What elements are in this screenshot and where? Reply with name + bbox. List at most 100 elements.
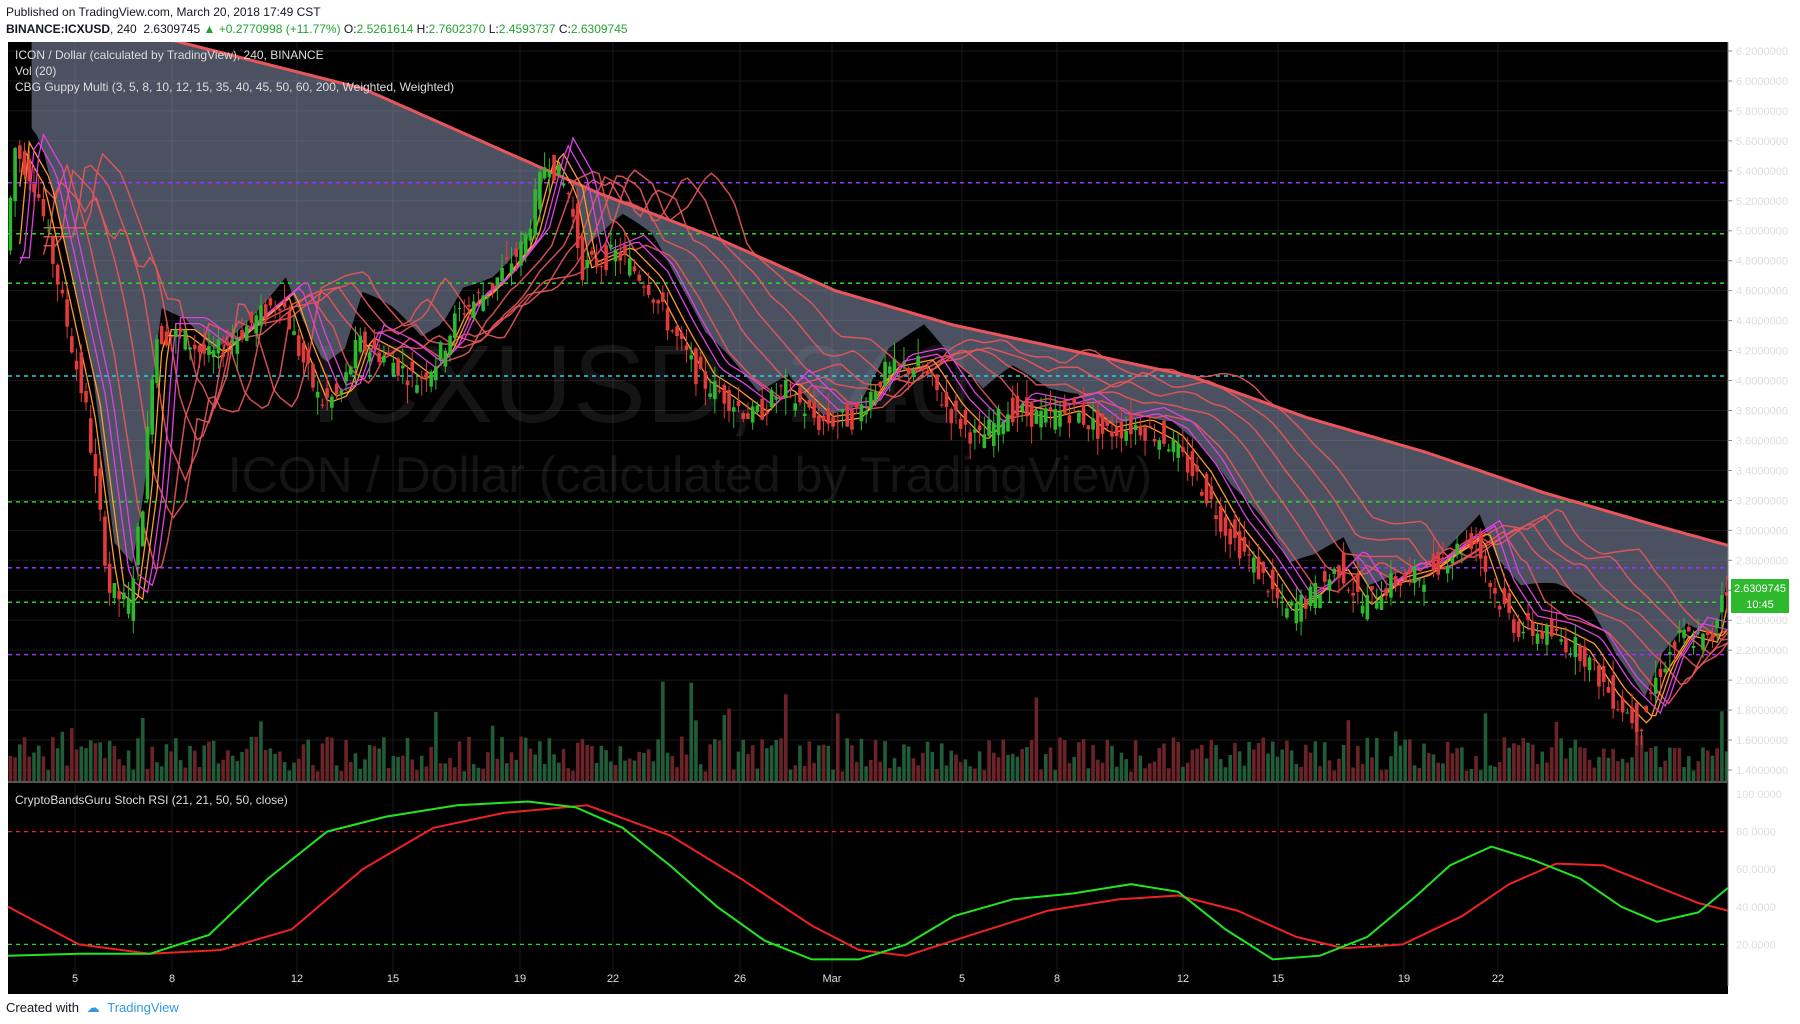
time-axis-label: 22: [607, 973, 619, 985]
candle-body: [1062, 400, 1067, 414]
volume-bar: [65, 765, 69, 782]
volume-bar: [1516, 744, 1521, 782]
candle-body: [315, 391, 320, 398]
volume-bar: [703, 771, 708, 782]
volume-bar: [902, 744, 906, 782]
candle-body: [1374, 602, 1379, 609]
volume-bar: [1568, 747, 1573, 782]
candle-body: [1058, 411, 1062, 427]
candle-body: [1715, 620, 1719, 628]
volume-bar: [1724, 751, 1729, 782]
candle-body: [954, 400, 958, 410]
candle-body: [51, 237, 55, 264]
footer-brand[interactable]: TradingView: [107, 1000, 179, 1015]
volume-bar: [348, 762, 353, 782]
price-axis[interactable]: 6.2000000 6.0000000 5.8000000 5.6000000 5.40…: [1727, 42, 1788, 986]
candle-body: [155, 339, 159, 383]
candle-body: [887, 366, 892, 374]
candle-body: [987, 419, 991, 436]
candle-body: [55, 264, 60, 285]
volume-bar: [533, 754, 537, 782]
volume-bar: [1398, 745, 1403, 782]
candle-body: [8, 197, 13, 251]
candle-body: [1512, 619, 1516, 633]
candle-body: [1370, 586, 1374, 590]
volume-bar: [1634, 731, 1639, 782]
candle-body: [538, 172, 542, 210]
volume-bar: [1001, 739, 1006, 782]
volume-bar: [1114, 766, 1119, 782]
volume-bar: [1549, 747, 1554, 782]
candle-body: [1332, 568, 1337, 574]
candle-body: [793, 403, 798, 411]
volume-bar: [1436, 762, 1441, 782]
candle-body: [1195, 465, 1199, 472]
candle-body: [713, 381, 717, 400]
candle-body: [311, 363, 315, 388]
candle-body: [65, 299, 69, 327]
candle-body: [1077, 412, 1081, 423]
candle-body: [878, 381, 883, 388]
volume-bar: [1337, 758, 1341, 782]
candle-body: [528, 228, 533, 241]
volume-bar: [944, 765, 949, 782]
candle-body: [623, 244, 627, 255]
time-axis-label: Mar: [823, 973, 842, 985]
volume-bar: [46, 770, 50, 782]
volume-bar: [802, 765, 807, 782]
candle-body: [400, 365, 405, 369]
volume-bar: [51, 737, 55, 782]
volume-bar: [207, 741, 211, 782]
candle-body: [694, 348, 698, 385]
volume-bar: [892, 758, 897, 782]
candle-body: [807, 399, 812, 408]
volume-bar: [1332, 770, 1337, 782]
volume-bar: [188, 745, 192, 782]
volume-bar: [552, 754, 556, 782]
volume-bar: [74, 749, 79, 782]
candle-body: [566, 193, 571, 195]
volume-bar: [1677, 747, 1682, 782]
volume-bar: [22, 737, 27, 782]
volume-bar: [1691, 770, 1696, 782]
volume-bar: [278, 751, 282, 782]
volume-bar: [306, 739, 311, 782]
volume-bar: [1545, 762, 1549, 782]
volume-bar: [424, 766, 429, 782]
candle-body: [1020, 405, 1024, 412]
volume-bar: [523, 737, 528, 782]
volume-bar: [1105, 739, 1110, 782]
price-axis-label: 2.2000000: [1736, 645, 1788, 657]
candle-body: [136, 526, 140, 566]
volume-bar: [854, 761, 859, 782]
volume-bar: [150, 746, 155, 782]
candle-body: [1067, 415, 1072, 424]
volume-bar: [618, 746, 623, 782]
volume-bar: [1663, 760, 1667, 782]
candle-body: [207, 345, 211, 355]
volume-bar: [1327, 760, 1332, 782]
time-axis[interactable]: 5 8 12 15 19 22 26 Mar 5 8 12 15 19 22: [8, 973, 1728, 994]
volume-bar: [155, 762, 159, 782]
candle-body: [410, 361, 415, 371]
candle-body: [353, 339, 358, 369]
volume-bar: [935, 768, 939, 782]
volume-bar: [1053, 770, 1058, 782]
candle-body: [1611, 675, 1615, 709]
symbol-label[interactable]: BINANCE:ICXUSD: [6, 22, 111, 36]
volume-bar: [604, 750, 608, 782]
candle-body: [774, 397, 779, 400]
volume-bar: [542, 763, 547, 782]
candle-body: [831, 417, 835, 427]
volume-bar: [760, 739, 764, 782]
ema-short-line: [19, 141, 1727, 715]
volume-bar: [339, 771, 344, 782]
price-axis-label: 6.0000000: [1736, 76, 1788, 88]
volume-bar: [1062, 740, 1067, 782]
chart-area[interactable]: ICXUSD, 240 ICON / Dollar (calculated by…: [0, 42, 1800, 994]
stoch-axis-label: 80.0000: [1736, 827, 1776, 839]
candle-body: [736, 400, 741, 406]
volume-bar: [457, 741, 462, 782]
volume-bar: [1010, 753, 1015, 782]
candle-body: [1181, 447, 1185, 453]
